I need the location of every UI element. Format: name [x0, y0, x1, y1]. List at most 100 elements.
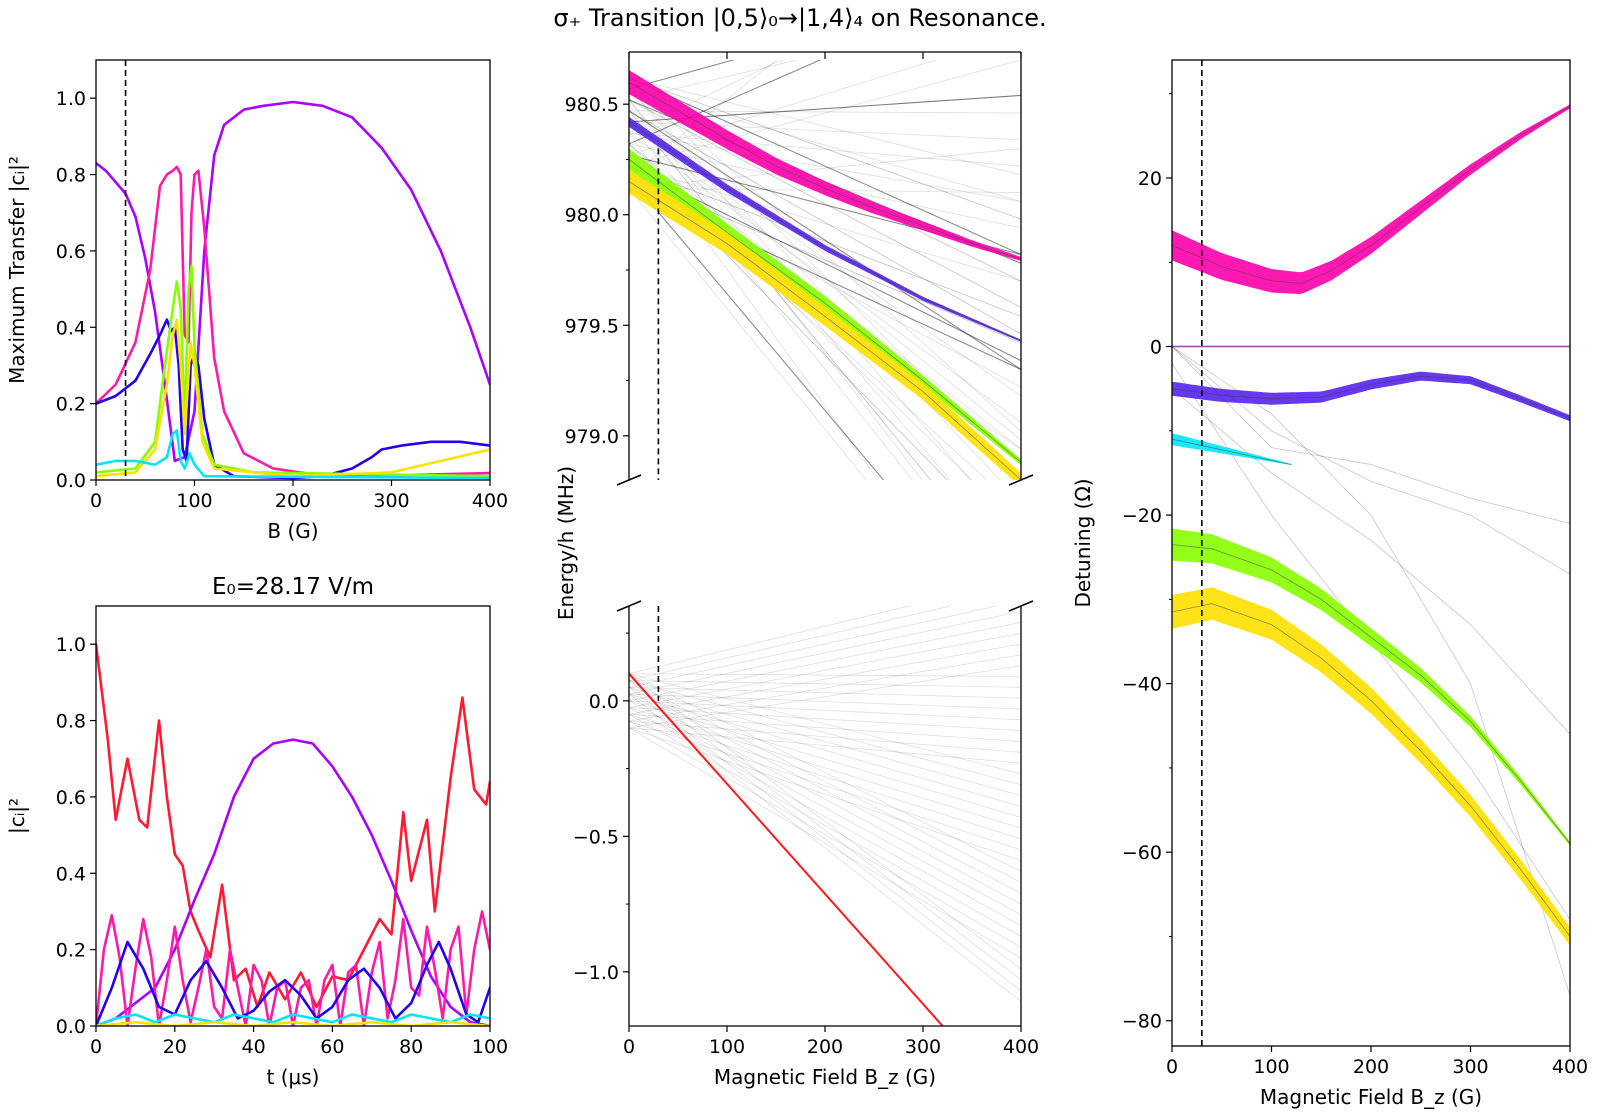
background-level-curve	[1172, 388, 1570, 735]
background-level-line	[629, 77, 1021, 220]
background-level-line	[629, 88, 1021, 202]
y-tick-label: 0.2	[56, 940, 86, 962]
x-tick-label: 100	[176, 490, 212, 512]
background-level-line	[629, 686, 1021, 797]
panel-energy-levels: 0 100 200 300 400 979.0 979.5 980.0 980.5 −1.0 −0.…	[554, 51, 1039, 1089]
series-line	[96, 940, 490, 1026]
x-tick-label: 100	[709, 1036, 745, 1058]
background-level-line	[629, 707, 1021, 829]
background-level-line	[629, 673, 1021, 970]
highlight-band	[629, 169, 1021, 480]
background-level-line	[629, 99, 951, 480]
background-level-line	[629, 88, 1001, 480]
x-tick-label: 400	[472, 490, 508, 512]
band-center-line	[1172, 106, 1570, 284]
background-level-line	[629, 132, 1021, 423]
y-tick-label: −1.0	[573, 962, 619, 984]
x-tick-label: 60	[320, 1036, 344, 1058]
x-tick-label: 300	[905, 1036, 941, 1058]
background-level-line	[629, 680, 1021, 981]
background-level-line	[629, 673, 1021, 677]
y-tick-label: 980.0	[565, 205, 619, 227]
background-level-line	[629, 700, 1021, 818]
plot-frame	[95, 605, 491, 1027]
background-level-line	[629, 110, 1021, 371]
detuning-band	[1172, 433, 1292, 465]
axis-break-mark	[1008, 474, 1034, 486]
background-level-line	[629, 606, 911, 675]
background-level-line	[629, 77, 1021, 432]
y-tick-label: −80	[1122, 1011, 1162, 1033]
background-level-line	[629, 680, 1021, 786]
background-level-line	[629, 606, 999, 688]
y-tick-label: 0.6	[56, 241, 86, 263]
y-tick-label: 0.2	[56, 394, 86, 416]
background-level-line	[629, 693, 1021, 1002]
background-level-line	[629, 132, 1021, 202]
y-tick-label: 980.5	[565, 94, 619, 116]
y-tick-label: −0.5	[573, 826, 619, 848]
axis-break-mark	[616, 600, 642, 612]
x-tick-label: 300	[373, 490, 409, 512]
x-tick-label: 80	[399, 1036, 423, 1058]
background-level-line	[629, 693, 1021, 905]
x-axis-label: t (μs)	[267, 1065, 320, 1089]
figure-title: σ₊ Transition |0,5⟩₀→|1,4⟩₄ on Resonance…	[553, 4, 1047, 32]
series-line	[96, 642, 490, 1009]
series-line	[96, 1020, 490, 1026]
background-level-line	[629, 176, 885, 480]
background-level-line	[629, 680, 1021, 883]
y-tick-label: 0.0	[589, 691, 619, 713]
x-axis-label: B (G)	[267, 519, 318, 543]
background-level-line	[629, 165, 1021, 317]
background-level-line	[629, 720, 1021, 753]
detuning-band	[1172, 528, 1570, 846]
panel-detuning: 0 100 200 300 400 −80 −60 −40 −20 0 20 Magnetic Fie…	[1071, 59, 1588, 1109]
background-level-line	[629, 707, 1021, 731]
background-level-line	[629, 60, 735, 90]
series-line	[96, 318, 490, 478]
y-tick-label: 0.0	[56, 1016, 86, 1038]
background-level-line	[629, 673, 1021, 872]
x-tick-label: 0	[623, 1036, 635, 1058]
series-line	[96, 1013, 490, 1026]
x-tick-label: 200	[1353, 1056, 1389, 1078]
y-tick-label: 0.8	[56, 711, 86, 733]
background-level-line	[629, 187, 867, 480]
background-level-line	[629, 693, 1021, 807]
axis-break-mark	[616, 474, 642, 486]
x-tick-label: 100	[1253, 1056, 1289, 1078]
background-level-line	[629, 686, 1021, 699]
detuning-band	[1172, 104, 1570, 295]
x-tick-label: 20	[163, 1036, 187, 1058]
series-line	[96, 910, 490, 1026]
background-level-line	[629, 606, 953, 681]
y-tick-label: 0.0	[56, 470, 86, 492]
background-level-line	[629, 132, 1021, 167]
background-level-line	[629, 720, 1021, 948]
background-level-line	[629, 60, 799, 101]
background-level-line	[629, 700, 1021, 916]
detuning-band	[1172, 371, 1570, 422]
y-tick-label: 1.0	[56, 634, 86, 656]
x-tick-label: 0	[90, 490, 102, 512]
background-level-line	[629, 680, 1021, 688]
band-center-line	[629, 81, 1021, 260]
background-level-line	[629, 60, 1021, 167]
background-level-line	[629, 99, 923, 480]
background-level-line	[629, 686, 1021, 894]
background-level-line	[629, 632, 1021, 708]
background-level-line	[629, 673, 1021, 775]
x-tick-label: 0	[1166, 1056, 1178, 1078]
background-level-line	[629, 686, 1021, 992]
background-level-line	[629, 714, 1021, 937]
x-tick-label: 400	[1003, 1036, 1039, 1058]
x-tick-label: 100	[472, 1036, 508, 1058]
y-axis-label: Detuning (Ω)	[1071, 478, 1095, 607]
background-level-line	[629, 693, 1021, 710]
background-level-line	[629, 110, 932, 480]
background-level-line	[629, 165, 1021, 282]
y-tick-label: 0.4	[56, 317, 86, 339]
background-level-line	[629, 727, 1021, 764]
